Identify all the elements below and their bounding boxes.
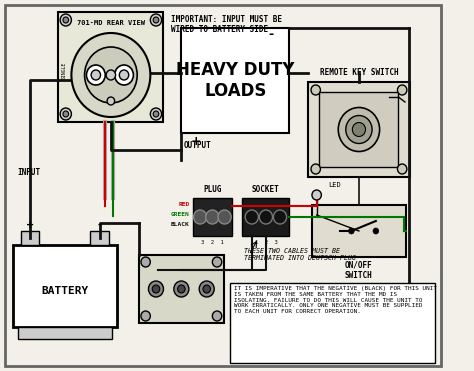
Circle shape	[60, 14, 72, 26]
Circle shape	[153, 111, 159, 117]
Circle shape	[141, 257, 150, 267]
FancyBboxPatch shape	[356, 129, 362, 139]
Circle shape	[311, 85, 320, 95]
Text: 3  2  1: 3 2 1	[201, 240, 224, 245]
Text: LED: LED	[328, 182, 341, 188]
FancyBboxPatch shape	[139, 255, 224, 323]
Text: PLUG: PLUG	[203, 185, 222, 194]
Circle shape	[312, 190, 321, 200]
Text: GREEN: GREEN	[171, 212, 190, 217]
Circle shape	[107, 97, 115, 105]
Text: +: +	[190, 135, 201, 148]
FancyBboxPatch shape	[18, 327, 112, 339]
FancyBboxPatch shape	[319, 92, 398, 167]
Circle shape	[203, 285, 210, 293]
Text: 701-MD REAR VIEW: 701-MD REAR VIEW	[77, 20, 145, 26]
Text: IT IS IMPERATIVE THAT THE NEGATIVE (BLACK) FOR THIS UNIT
IS TAKEN FROM THE SAME : IT IS IMPERATIVE THAT THE NEGATIVE (BLAC…	[234, 286, 437, 314]
Text: HEAVY DUTY
LOADS: HEAVY DUTY LOADS	[176, 61, 295, 100]
Circle shape	[150, 14, 162, 26]
FancyBboxPatch shape	[308, 82, 410, 177]
FancyBboxPatch shape	[13, 245, 117, 327]
Circle shape	[273, 210, 287, 224]
Text: SINGLE: SINGLE	[62, 61, 66, 79]
Circle shape	[373, 228, 379, 234]
FancyBboxPatch shape	[5, 5, 441, 366]
Circle shape	[398, 164, 407, 174]
Circle shape	[212, 257, 222, 267]
FancyBboxPatch shape	[90, 231, 109, 245]
Circle shape	[84, 47, 137, 103]
Circle shape	[206, 210, 219, 224]
FancyBboxPatch shape	[58, 12, 164, 122]
Text: RED: RED	[179, 202, 190, 207]
Circle shape	[245, 210, 258, 224]
Circle shape	[259, 210, 273, 224]
Circle shape	[63, 111, 69, 117]
FancyBboxPatch shape	[108, 57, 114, 93]
Circle shape	[150, 108, 162, 120]
Text: THESE TWO CABLES MUST BE
TERMINATED INTO DEUTSCH PLUG: THESE TWO CABLES MUST BE TERMINATED INTO…	[244, 248, 356, 261]
Circle shape	[141, 311, 150, 321]
Circle shape	[178, 285, 185, 293]
FancyBboxPatch shape	[21, 231, 39, 245]
Text: BLACK: BLACK	[171, 222, 190, 227]
FancyBboxPatch shape	[242, 198, 290, 236]
Circle shape	[348, 228, 354, 234]
Circle shape	[218, 210, 231, 224]
Text: ON/OFF
SWITCH: ON/OFF SWITCH	[345, 261, 373, 280]
Circle shape	[106, 70, 116, 80]
Circle shape	[174, 281, 189, 297]
Circle shape	[346, 115, 372, 144]
Circle shape	[148, 281, 164, 297]
Circle shape	[60, 108, 72, 120]
Text: REMOTE KEY SWITCH: REMOTE KEY SWITCH	[319, 68, 398, 77]
Text: +: +	[26, 220, 34, 230]
Circle shape	[352, 122, 365, 137]
Text: -: -	[268, 28, 273, 41]
Circle shape	[212, 311, 222, 321]
Text: -: -	[98, 220, 101, 230]
Circle shape	[199, 281, 214, 297]
Circle shape	[91, 70, 100, 80]
FancyBboxPatch shape	[312, 205, 406, 257]
FancyBboxPatch shape	[192, 198, 232, 236]
Circle shape	[63, 17, 69, 23]
Text: INPUT: INPUT	[17, 168, 40, 177]
Text: BATTERY: BATTERY	[41, 286, 89, 296]
Circle shape	[72, 33, 150, 117]
Circle shape	[152, 285, 160, 293]
Text: SOCKET: SOCKET	[252, 185, 280, 194]
Circle shape	[338, 108, 380, 151]
Circle shape	[86, 65, 105, 85]
FancyBboxPatch shape	[182, 28, 290, 133]
Circle shape	[153, 17, 159, 23]
Circle shape	[119, 70, 129, 80]
Circle shape	[115, 65, 133, 85]
Text: IMPORTANT: INPUT MUST BE
WIRED TO BATTERY SIDE: IMPORTANT: INPUT MUST BE WIRED TO BATTER…	[171, 15, 282, 35]
Text: 1  2  3: 1 2 3	[255, 240, 277, 245]
FancyBboxPatch shape	[230, 283, 435, 363]
Circle shape	[311, 164, 320, 174]
Circle shape	[193, 210, 207, 224]
Text: OUTPUT: OUTPUT	[183, 141, 211, 150]
Circle shape	[398, 85, 407, 95]
